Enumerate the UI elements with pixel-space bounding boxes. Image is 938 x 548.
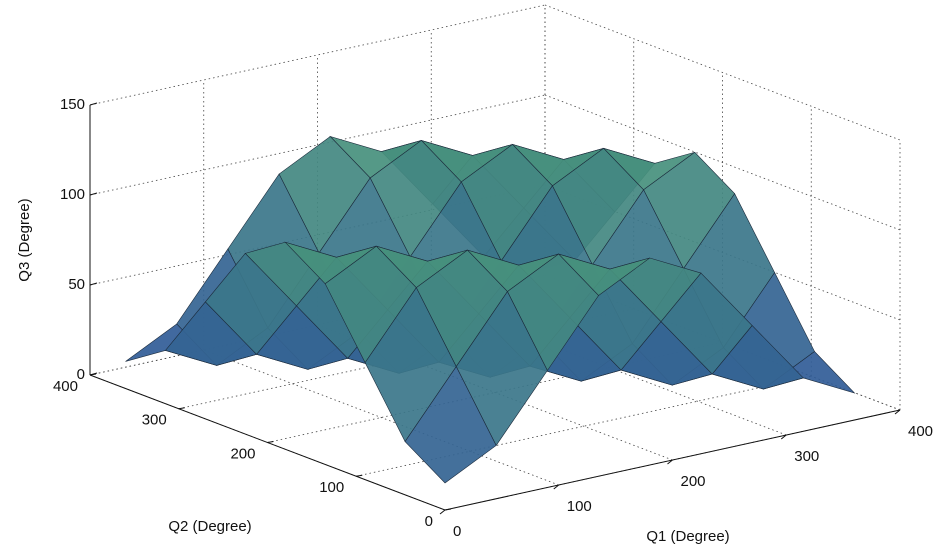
x-tick-label: 400	[908, 423, 933, 440]
tick-mark	[90, 103, 97, 105]
z-axis-label: Q3 (Degree)	[16, 198, 33, 281]
tick-mark	[440, 510, 445, 514]
chart: Q1 (Degree) Q2 (Degree) Q3 (Degree) 0 50 1…	[0, 0, 938, 548]
x-tick-label: 0	[453, 523, 461, 540]
y-axis-label: Q2 (Degree)	[168, 518, 251, 535]
y-tick-label: 300	[142, 412, 167, 429]
y-tick-label: 400	[53, 378, 78, 395]
tick-mark	[90, 283, 97, 285]
tick-mark	[268, 442, 274, 443]
y-tick-label: 100	[319, 479, 344, 496]
tick-mark	[90, 374, 96, 375]
y-tick-label: 200	[230, 445, 255, 462]
tick-mark	[90, 193, 97, 195]
x-axis-label: Q1 (Degree)	[646, 528, 729, 545]
z-tick-label: 150	[60, 96, 85, 113]
z-tick-label: 100	[60, 186, 85, 203]
tick-mark	[445, 509, 451, 510]
grid-line	[545, 5, 900, 140]
x-tick-label: 300	[794, 448, 819, 465]
tick-mark	[179, 408, 185, 409]
tick-mark	[356, 475, 362, 476]
x-tick-label: 100	[567, 498, 592, 515]
x-tick-label: 200	[681, 473, 706, 490]
z-tick-label: 50	[68, 276, 85, 293]
y-tick-label: 0	[425, 513, 433, 530]
